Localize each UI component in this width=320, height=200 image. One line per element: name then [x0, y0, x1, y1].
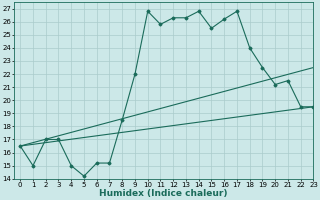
X-axis label: Humidex (Indice chaleur): Humidex (Indice chaleur)	[100, 189, 228, 198]
